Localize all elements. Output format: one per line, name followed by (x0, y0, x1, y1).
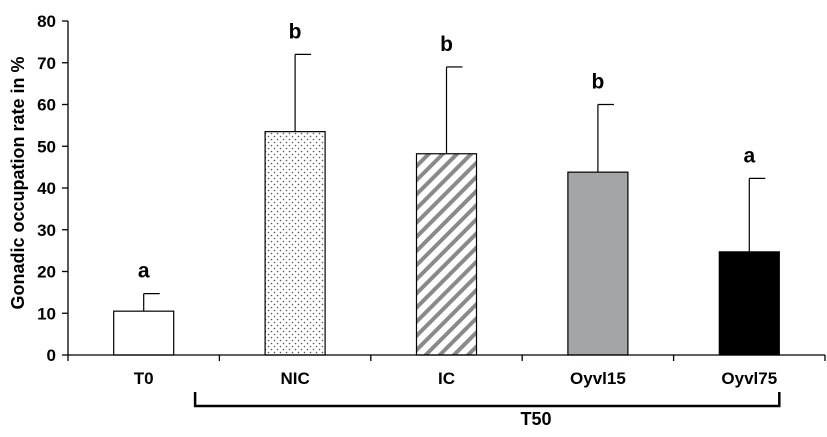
group-bracket (193, 392, 781, 408)
labels-layer: a T0 b NIC b IC b Oyvl15 a Oyvl75 0 10 20 30 40 50 60 70 8… (37, 12, 777, 388)
bar-oyvl15 (567, 171, 629, 356)
significance-label: a (138, 260, 150, 283)
y-tick-label: 60 (37, 96, 56, 115)
significance-label: a (743, 144, 755, 167)
y-tick-label: 20 (37, 263, 56, 282)
y-tick-label: 70 (37, 54, 56, 73)
y-tick-label: 80 (37, 12, 56, 31)
bars-layer (113, 131, 780, 356)
significance-label: b (591, 71, 604, 94)
significance-label: b (289, 20, 302, 43)
bar-oyvl75 (718, 251, 780, 356)
y-axis-label: Gonadic occupation rate in % (8, 56, 28, 309)
x-tick-label: IC (438, 369, 455, 388)
x-tick-label: NIC (280, 369, 309, 388)
error-bars-layer (143, 53, 766, 312)
x-tick-label: T0 (134, 369, 154, 388)
y-tick-label: 10 (37, 304, 56, 323)
axes-layer (62, 20, 826, 408)
bar-ic (415, 153, 478, 356)
y-tick-label: 30 (37, 221, 56, 240)
x-tick-label: Oyvl15 (570, 369, 626, 388)
significance-label: b (440, 33, 453, 56)
bar-t0 (113, 310, 175, 356)
x-tick-label: Oyvl75 (721, 369, 777, 388)
y-tick-label: 0 (47, 346, 56, 365)
group-bracket-label: T50 (520, 409, 551, 429)
bar-nic (264, 131, 326, 356)
y-tick-label: 50 (37, 137, 56, 156)
y-tick-label: 40 (37, 179, 56, 198)
